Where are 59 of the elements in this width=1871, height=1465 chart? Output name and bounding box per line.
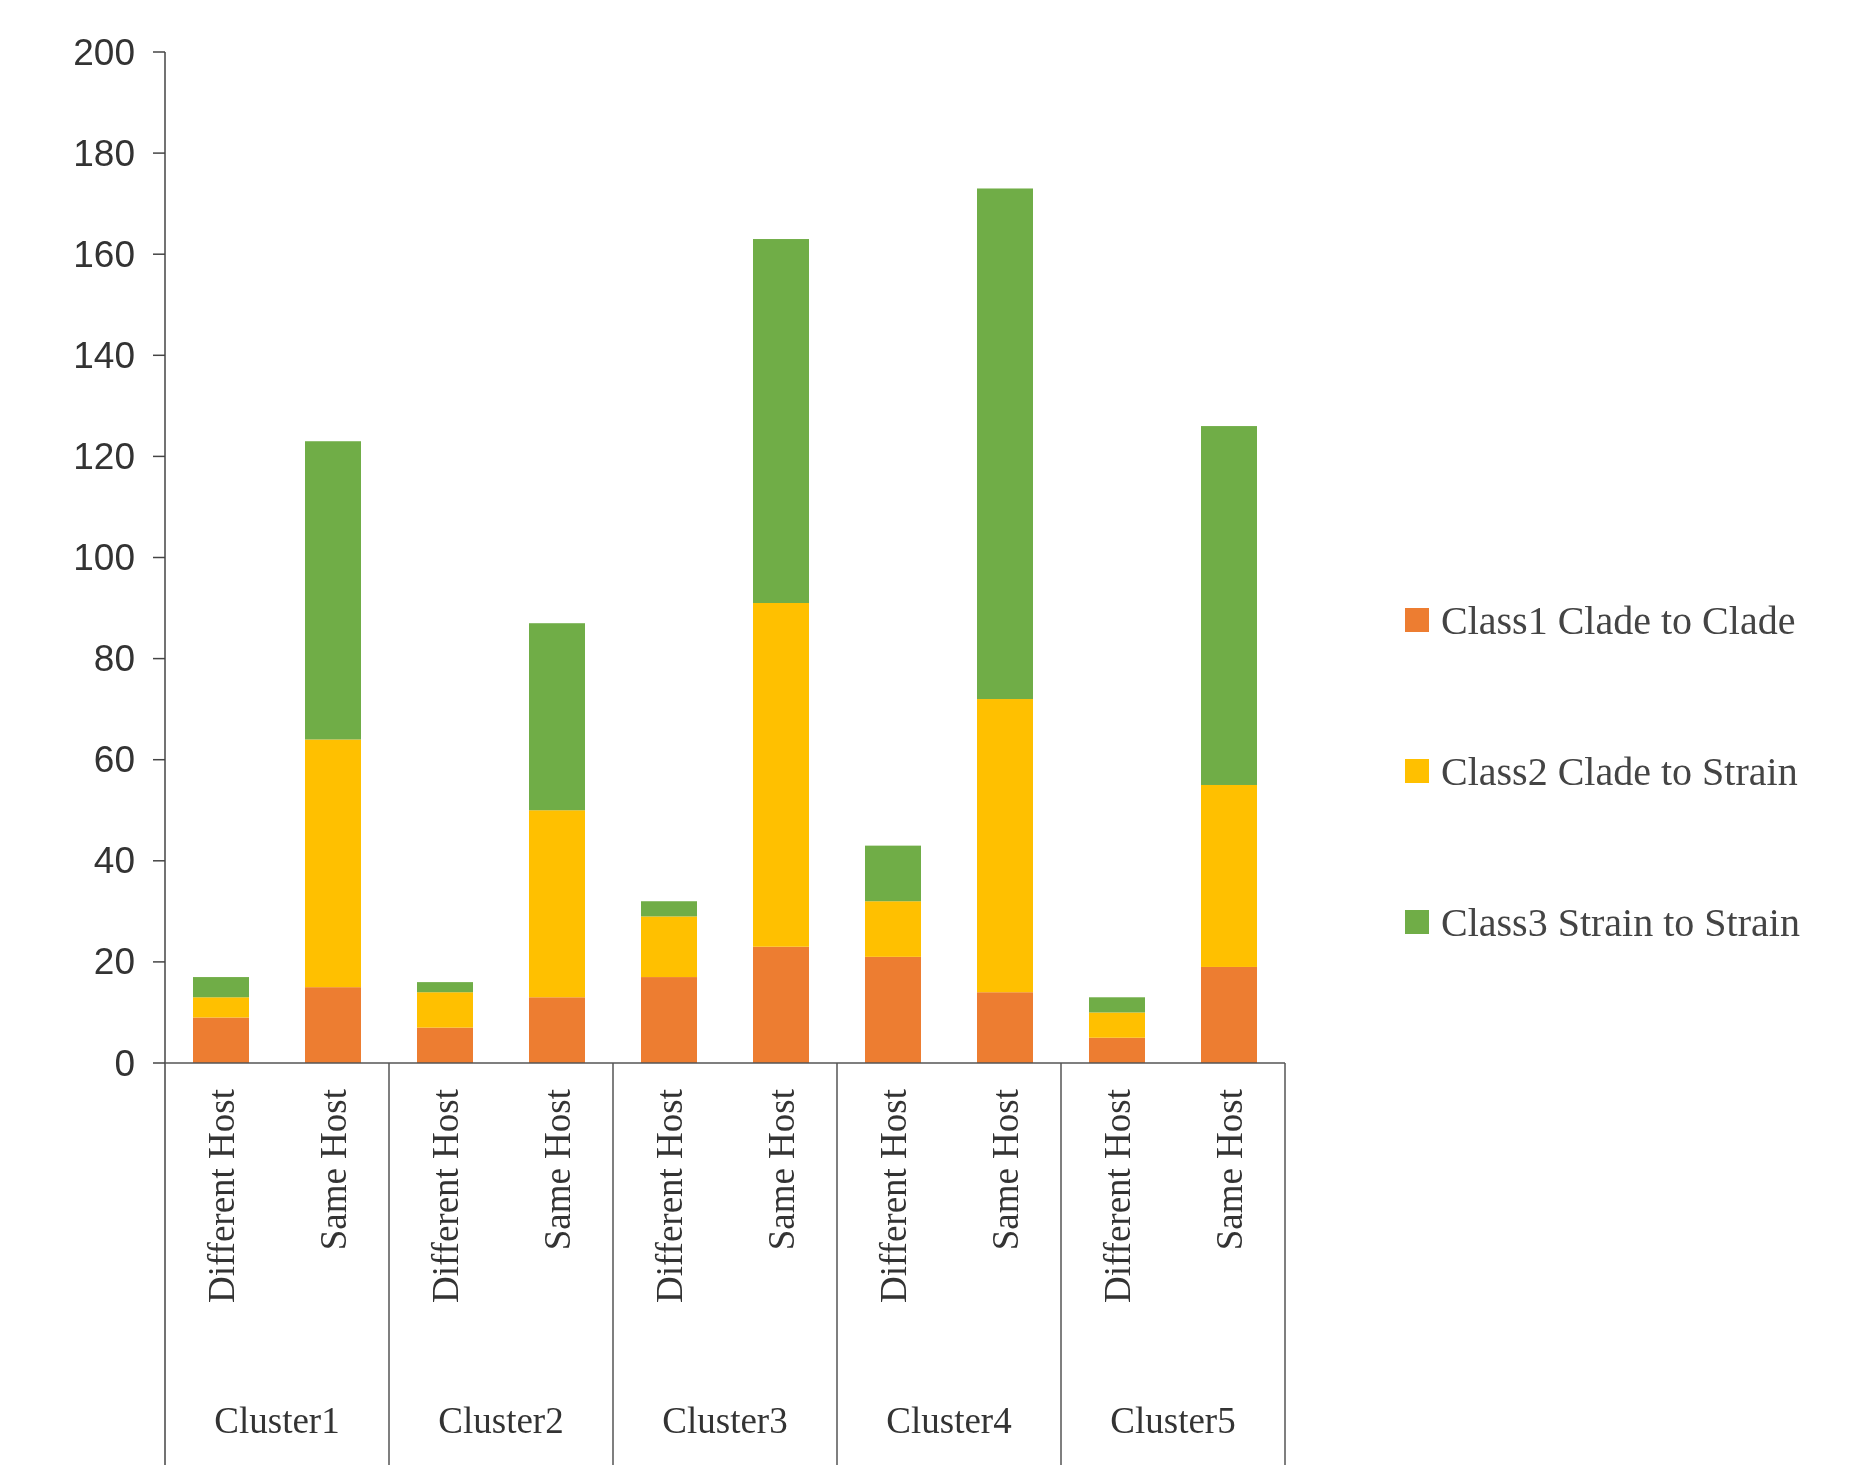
bar [305, 987, 361, 1063]
x-tick-label: Different Host [872, 1088, 914, 1304]
y-tick-label: 180 [73, 132, 135, 174]
bar [865, 845, 921, 902]
bar [529, 810, 585, 998]
text: Cluster4 [886, 1400, 1012, 1441]
bar [977, 699, 1033, 993]
bar [193, 997, 249, 1018]
legend-label: Class1 Clade to Clade [1441, 597, 1796, 643]
x-tick-label: Different Host [1096, 1088, 1138, 1304]
x-tick-label: Same Host [760, 1088, 802, 1251]
x-tick-label: Different Host [648, 1088, 690, 1304]
bar [1201, 784, 1257, 967]
text: Cluster5 [1110, 1400, 1236, 1441]
bar [305, 441, 361, 740]
bar [417, 1027, 473, 1063]
y-tick-label: 60 [93, 739, 135, 781]
bar [1201, 426, 1257, 785]
bar [865, 956, 921, 1063]
bar [1201, 966, 1257, 1063]
bar [417, 992, 473, 1028]
y-tick-label: 100 [73, 537, 135, 578]
bar [193, 1017, 249, 1063]
legend-label: Class2 Clade to Strain [1441, 748, 1798, 794]
bar [417, 982, 473, 993]
y-tick-label: 0 [114, 1042, 135, 1084]
y-tick-label: 160 [73, 233, 135, 275]
y-tick-label: 140 [73, 334, 135, 376]
bar [641, 977, 697, 1063]
x-tick-label: Different Host [200, 1088, 242, 1304]
bar [977, 992, 1033, 1063]
bar [753, 946, 809, 1063]
x-tick-label: Same Host [312, 1088, 354, 1251]
y-tick-label: 40 [93, 840, 135, 882]
text: Cluster2 [438, 1400, 564, 1441]
bar [977, 188, 1033, 700]
bar [529, 623, 585, 811]
x-tick-label: Different Host [424, 1088, 466, 1304]
x-tick-label: Same Host [1208, 1088, 1250, 1251]
bar [641, 901, 697, 917]
x-tick-label: Same Host [984, 1088, 1026, 1251]
bar [753, 239, 809, 603]
bar [865, 901, 921, 957]
y-tick-label: 200 [73, 31, 135, 73]
text: Cluster1 [214, 1400, 340, 1441]
bar [1089, 1037, 1145, 1063]
legend-label: Class3 Strain to Strain [1441, 899, 1800, 945]
bar [305, 739, 361, 988]
bar [641, 916, 697, 978]
y-tick-label: 120 [73, 435, 135, 477]
y-tick-label: 80 [93, 638, 135, 680]
bar [1089, 1012, 1145, 1038]
bar [753, 603, 809, 947]
bar [529, 997, 585, 1063]
y-tick-label: 20 [93, 941, 135, 983]
bar [193, 977, 249, 998]
x-tick-label: Same Host [536, 1088, 578, 1251]
bar [1089, 997, 1145, 1013]
text: Cluster3 [662, 1400, 788, 1441]
